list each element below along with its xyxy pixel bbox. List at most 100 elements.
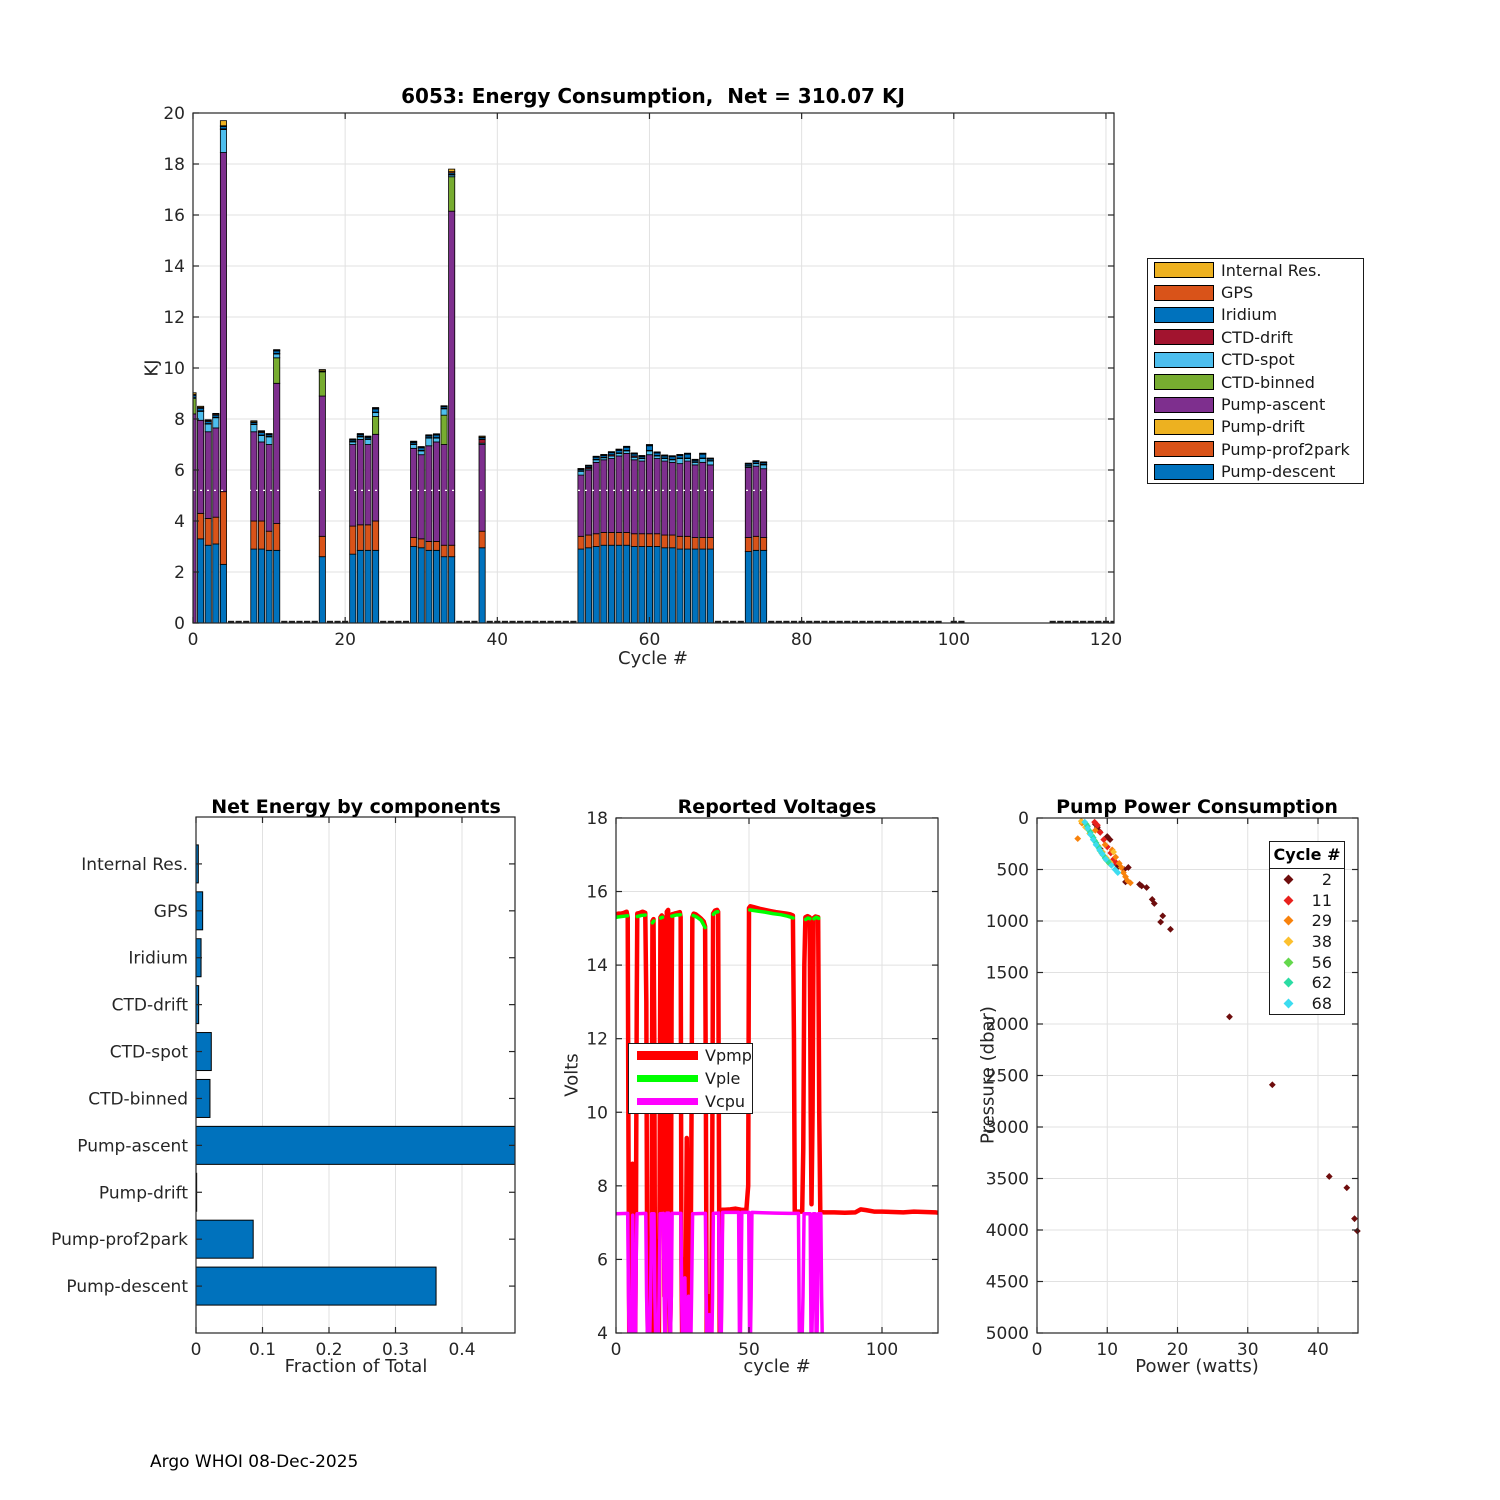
scatter-point [1150, 900, 1158, 907]
legend-swatch [1154, 418, 1214, 435]
tick-label: 20 [1167, 1340, 1189, 1360]
legend-cycle-number: 62 [1311, 973, 1332, 993]
legend-label: Pump-prof2park [1221, 439, 1350, 459]
pump-legend-item: 38 [1270, 932, 1344, 951]
tick-label: 2000 [986, 1015, 1029, 1035]
pump-power-chart: 0 10 20 30 40 0 500 1000 1500 2000 2500 3000 3500 400… [986, 809, 1361, 1360]
stacked-bar [212, 412, 220, 623]
tick-label: 0 [191, 1340, 202, 1360]
scatter-point [1148, 895, 1156, 903]
tick-label: 0.2 [315, 1340, 342, 1360]
scatter-point [1084, 824, 1091, 832]
scatter-point [1343, 1184, 1351, 1192]
stacked-bar [440, 405, 448, 623]
stacked-bar [410, 440, 418, 623]
stacked-bar [197, 405, 205, 623]
tick-label: Pump-descent [66, 1277, 188, 1297]
tick-label: 18 [163, 155, 185, 175]
pump-legend: Cycle # 2 11 29 38 56 62 68 [1269, 841, 1345, 1015]
stacked-bar [364, 435, 372, 623]
voltage-legend-item: Vpmp [629, 1046, 752, 1065]
stacked-bar [607, 451, 615, 623]
scatter-point [1136, 881, 1143, 888]
pump-legend-item: 62 [1270, 973, 1344, 992]
stacked-bar [600, 454, 608, 623]
tick-label: 40 [1307, 1340, 1329, 1360]
stacked-bar [585, 464, 593, 623]
tick-label: 10 [1096, 1340, 1118, 1360]
scatter-point [1353, 1227, 1361, 1235]
stacked-bar [638, 455, 646, 623]
pump-legend-title: Cycle # [1270, 842, 1344, 869]
tick-label: 14 [163, 257, 185, 277]
scatter-point [1127, 879, 1134, 887]
energy-legend: Internal Res. GPS Iridium CTD-drift CTD-spot… [1147, 258, 1364, 484]
scatter-point [1091, 826, 1099, 834]
voltage-series-line [803, 916, 812, 922]
tick-label: 6 [597, 1250, 608, 1270]
pump-power-xlabel: Power (watts) [1135, 1356, 1259, 1377]
stacked-bar [417, 446, 425, 623]
scatter-point [1081, 818, 1089, 826]
voltage-series-line [812, 915, 821, 921]
stacked-bar [204, 419, 212, 623]
scatter-point [1086, 831, 1094, 838]
tick-label: 5000 [986, 1324, 1029, 1344]
tick-label: 16 [586, 883, 608, 903]
tick-label: 0 [1032, 1340, 1043, 1360]
voltage-series-line [711, 910, 720, 917]
scatter-point [1115, 859, 1123, 867]
voltage-series-line [635, 913, 648, 919]
tick-label: 0 [174, 614, 185, 634]
voltage-series-line [658, 915, 665, 920]
voltage-series-line [616, 1210, 824, 1333]
voltage-series-line [691, 913, 707, 930]
stacked-bar [752, 460, 760, 623]
stacked-bar [448, 168, 456, 623]
scatter-point [1112, 853, 1120, 861]
tick-label: 10 [163, 359, 185, 379]
voltage-legend-item: Vcpu [629, 1092, 752, 1111]
legend-swatch [1154, 262, 1214, 279]
tick-label: 0.4 [448, 1340, 475, 1360]
scatter-point [1108, 861, 1115, 869]
stacked-bar [760, 461, 768, 623]
scatter-point [1085, 826, 1093, 834]
pump-legend-item: 2 [1270, 870, 1344, 889]
tick-label: 100 [938, 630, 970, 650]
energy-legend-item: Iridium [1148, 305, 1363, 324]
legend-swatch [1154, 396, 1214, 413]
scatter-point [1092, 841, 1100, 849]
tick-label: 0.3 [382, 1340, 409, 1360]
tick-label: CTD-spot [110, 1043, 189, 1063]
legend-cycle-number: 68 [1311, 994, 1332, 1014]
stacked-bar [676, 454, 684, 623]
voltage-lines [616, 903, 938, 1333]
tick-label: Pump-ascent [77, 1136, 188, 1156]
tick-label: 12 [163, 308, 185, 328]
scatter-point [1124, 864, 1132, 871]
stacked-bar [630, 452, 638, 623]
scatter-point [1120, 866, 1128, 873]
scatter-point [1077, 817, 1085, 825]
voltage-series-line [670, 912, 683, 918]
scatter-point [1268, 1081, 1276, 1089]
stacked-bar [349, 438, 357, 623]
legend-label: Vpmp [705, 1046, 752, 1065]
tick-label: Iridium [128, 949, 188, 969]
net-energy-title: Net Energy by components [211, 796, 501, 818]
scatter-point [1107, 849, 1115, 857]
tick-label: Internal Res. [81, 855, 188, 875]
energy-legend-item: CTD-spot [1148, 350, 1363, 369]
tick-label: 2 [174, 563, 185, 583]
legend-label: Internal Res. [1221, 260, 1322, 280]
voltages-title: Reported Voltages [677, 796, 877, 818]
energy-legend-item: Internal Res. [1148, 261, 1363, 280]
scatter-point [1351, 1215, 1358, 1223]
tick-label: 3500 [986, 1170, 1029, 1190]
tick-label: GPS [154, 902, 188, 922]
stacked-bar [250, 420, 258, 623]
tick-label: 8 [597, 1177, 608, 1197]
scatter-point [1096, 829, 1104, 836]
energy-chart-title: 6053: Energy Consumption, Net = 310.07 K… [401, 84, 905, 108]
